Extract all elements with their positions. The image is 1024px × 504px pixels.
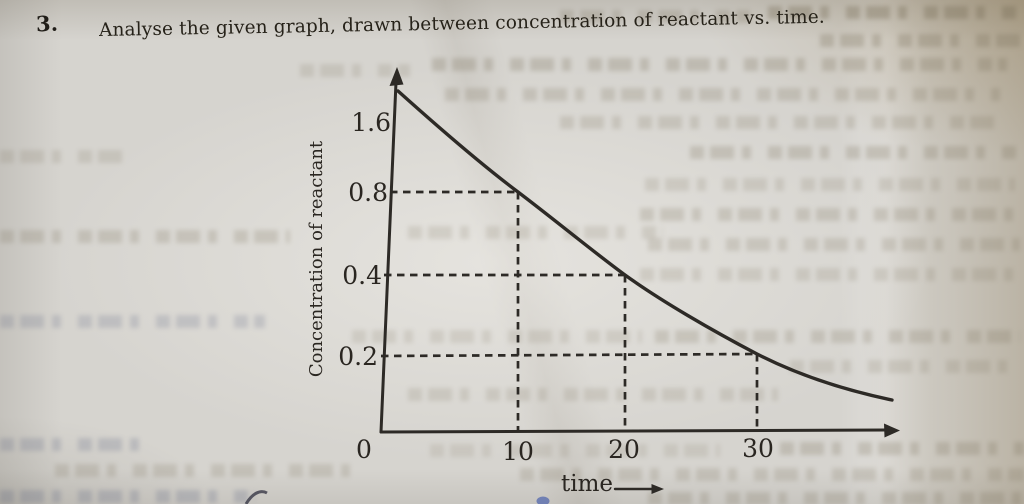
bleed-through-text xyxy=(0,230,290,243)
bleed-through-text xyxy=(648,238,1020,251)
bleed-through-text xyxy=(780,442,1024,455)
bleed-through-text xyxy=(408,226,663,239)
time-arrowhead-icon xyxy=(651,484,664,494)
x-axis-arrowhead-icon xyxy=(884,423,900,438)
bleed-through-text xyxy=(690,146,1020,159)
bleed-through-text xyxy=(648,492,1024,504)
bleed-through-text xyxy=(520,468,1024,481)
y-tick-label-0-2: 0.2 xyxy=(338,342,378,371)
y-axis-line xyxy=(379,80,398,434)
bleed-through-text xyxy=(0,438,155,451)
x-tick-label-0: 0 xyxy=(356,435,372,464)
x-tick-label-20: 20 xyxy=(608,435,640,464)
y-tick-label-1-6: 1.6 xyxy=(351,108,391,137)
x-axis-title: time xyxy=(561,471,614,497)
bleed-through-text xyxy=(445,88,1000,101)
bleed-through-text xyxy=(640,268,1024,281)
y-tick-label-0-4: 0.4 xyxy=(342,261,382,290)
bleed-through-text xyxy=(645,178,1015,191)
bleed-through-text xyxy=(432,58,1007,71)
y-tick-label-0-8: 0.8 xyxy=(348,178,388,207)
pen-mark-blue xyxy=(536,496,550,504)
question-number: 3. xyxy=(35,10,59,37)
x-axis-line xyxy=(379,428,888,434)
bleed-through-text xyxy=(0,490,255,503)
pen-mark-dark xyxy=(244,490,268,504)
bleed-through-text xyxy=(790,360,1020,373)
bleed-through-text xyxy=(560,116,1000,129)
bleed-through-text xyxy=(655,330,1020,343)
bleed-through-text xyxy=(640,208,1020,221)
bleed-through-text xyxy=(352,330,642,343)
bleed-through-text xyxy=(0,150,130,163)
bleed-through-text xyxy=(560,10,750,23)
bleed-through-text xyxy=(300,64,410,77)
bleed-through-text xyxy=(820,34,1020,47)
y-axis-arrowhead-icon xyxy=(389,67,404,86)
bleed-through-text xyxy=(430,444,720,457)
guide-horizontal-0-2 xyxy=(380,352,758,358)
bleed-through-text xyxy=(0,315,265,328)
x-tick-label-30: 30 xyxy=(742,434,774,463)
y-axis-title: Concentration of reactant xyxy=(306,140,327,378)
bleed-through-text xyxy=(55,464,355,477)
x-tick-label-10: 10 xyxy=(502,437,534,466)
bleed-through-text xyxy=(408,388,778,401)
bleed-through-text xyxy=(768,6,1018,19)
